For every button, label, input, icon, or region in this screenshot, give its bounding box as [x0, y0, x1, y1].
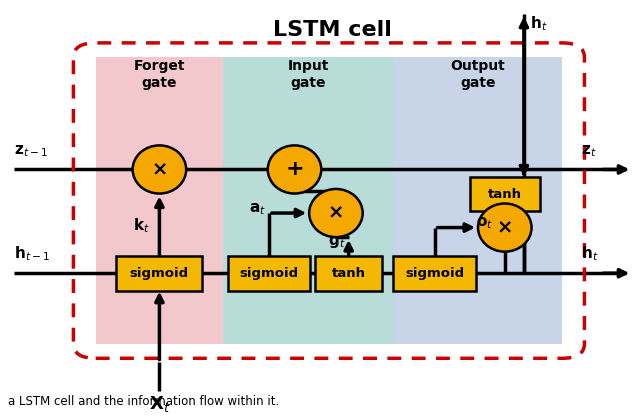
- Text: ×: ×: [497, 218, 513, 237]
- Text: $\mathbf{z}_{t-1}$: $\mathbf{z}_{t-1}$: [14, 143, 48, 159]
- Text: $\mathbf{X}_{t}$: $\mathbf{X}_{t}$: [148, 394, 170, 414]
- Ellipse shape: [478, 204, 532, 252]
- Text: sigmoid: sigmoid: [130, 267, 189, 280]
- Text: sigmoid: sigmoid: [239, 267, 299, 280]
- Text: a LSTM cell and the information flow within it.: a LSTM cell and the information flow wit…: [8, 395, 279, 408]
- FancyBboxPatch shape: [394, 58, 562, 344]
- FancyBboxPatch shape: [116, 256, 202, 291]
- Text: $\mathbf{h}_{t-1}$: $\mathbf{h}_{t-1}$: [14, 244, 50, 263]
- Ellipse shape: [309, 189, 363, 237]
- FancyBboxPatch shape: [228, 256, 310, 291]
- Ellipse shape: [268, 145, 321, 194]
- Text: $\mathbf{g}_{t}$: $\mathbf{g}_{t}$: [328, 234, 346, 250]
- Text: +: +: [285, 160, 304, 179]
- FancyBboxPatch shape: [96, 58, 223, 344]
- Text: $\mathbf{a}_{t}$: $\mathbf{a}_{t}$: [249, 201, 266, 217]
- FancyBboxPatch shape: [394, 256, 476, 291]
- Text: $\mathbf{h}_{t}$: $\mathbf{h}_{t}$: [531, 14, 548, 32]
- Text: Output
gate: Output gate: [451, 60, 505, 90]
- Text: $\mathbf{z}_{t}$: $\mathbf{z}_{t}$: [581, 143, 596, 159]
- Text: ×: ×: [328, 204, 344, 223]
- Text: tanh: tanh: [488, 188, 522, 201]
- Text: Input
gate: Input gate: [287, 60, 329, 90]
- Text: $\mathbf{h}_{t}$: $\mathbf{h}_{t}$: [581, 244, 599, 263]
- Text: Forget
gate: Forget gate: [134, 60, 185, 90]
- Text: sigmoid: sigmoid: [405, 267, 464, 280]
- Text: LSTM cell: LSTM cell: [273, 20, 392, 40]
- Text: $\mathbf{o}_{t}$: $\mathbf{o}_{t}$: [476, 215, 493, 231]
- Text: tanh: tanh: [332, 267, 365, 280]
- Text: $\mathbf{k}_{t}$: $\mathbf{k}_{t}$: [133, 216, 150, 235]
- FancyBboxPatch shape: [316, 256, 382, 291]
- Ellipse shape: [132, 145, 186, 194]
- Text: ×: ×: [151, 160, 168, 179]
- FancyBboxPatch shape: [470, 177, 540, 211]
- FancyBboxPatch shape: [223, 58, 394, 344]
